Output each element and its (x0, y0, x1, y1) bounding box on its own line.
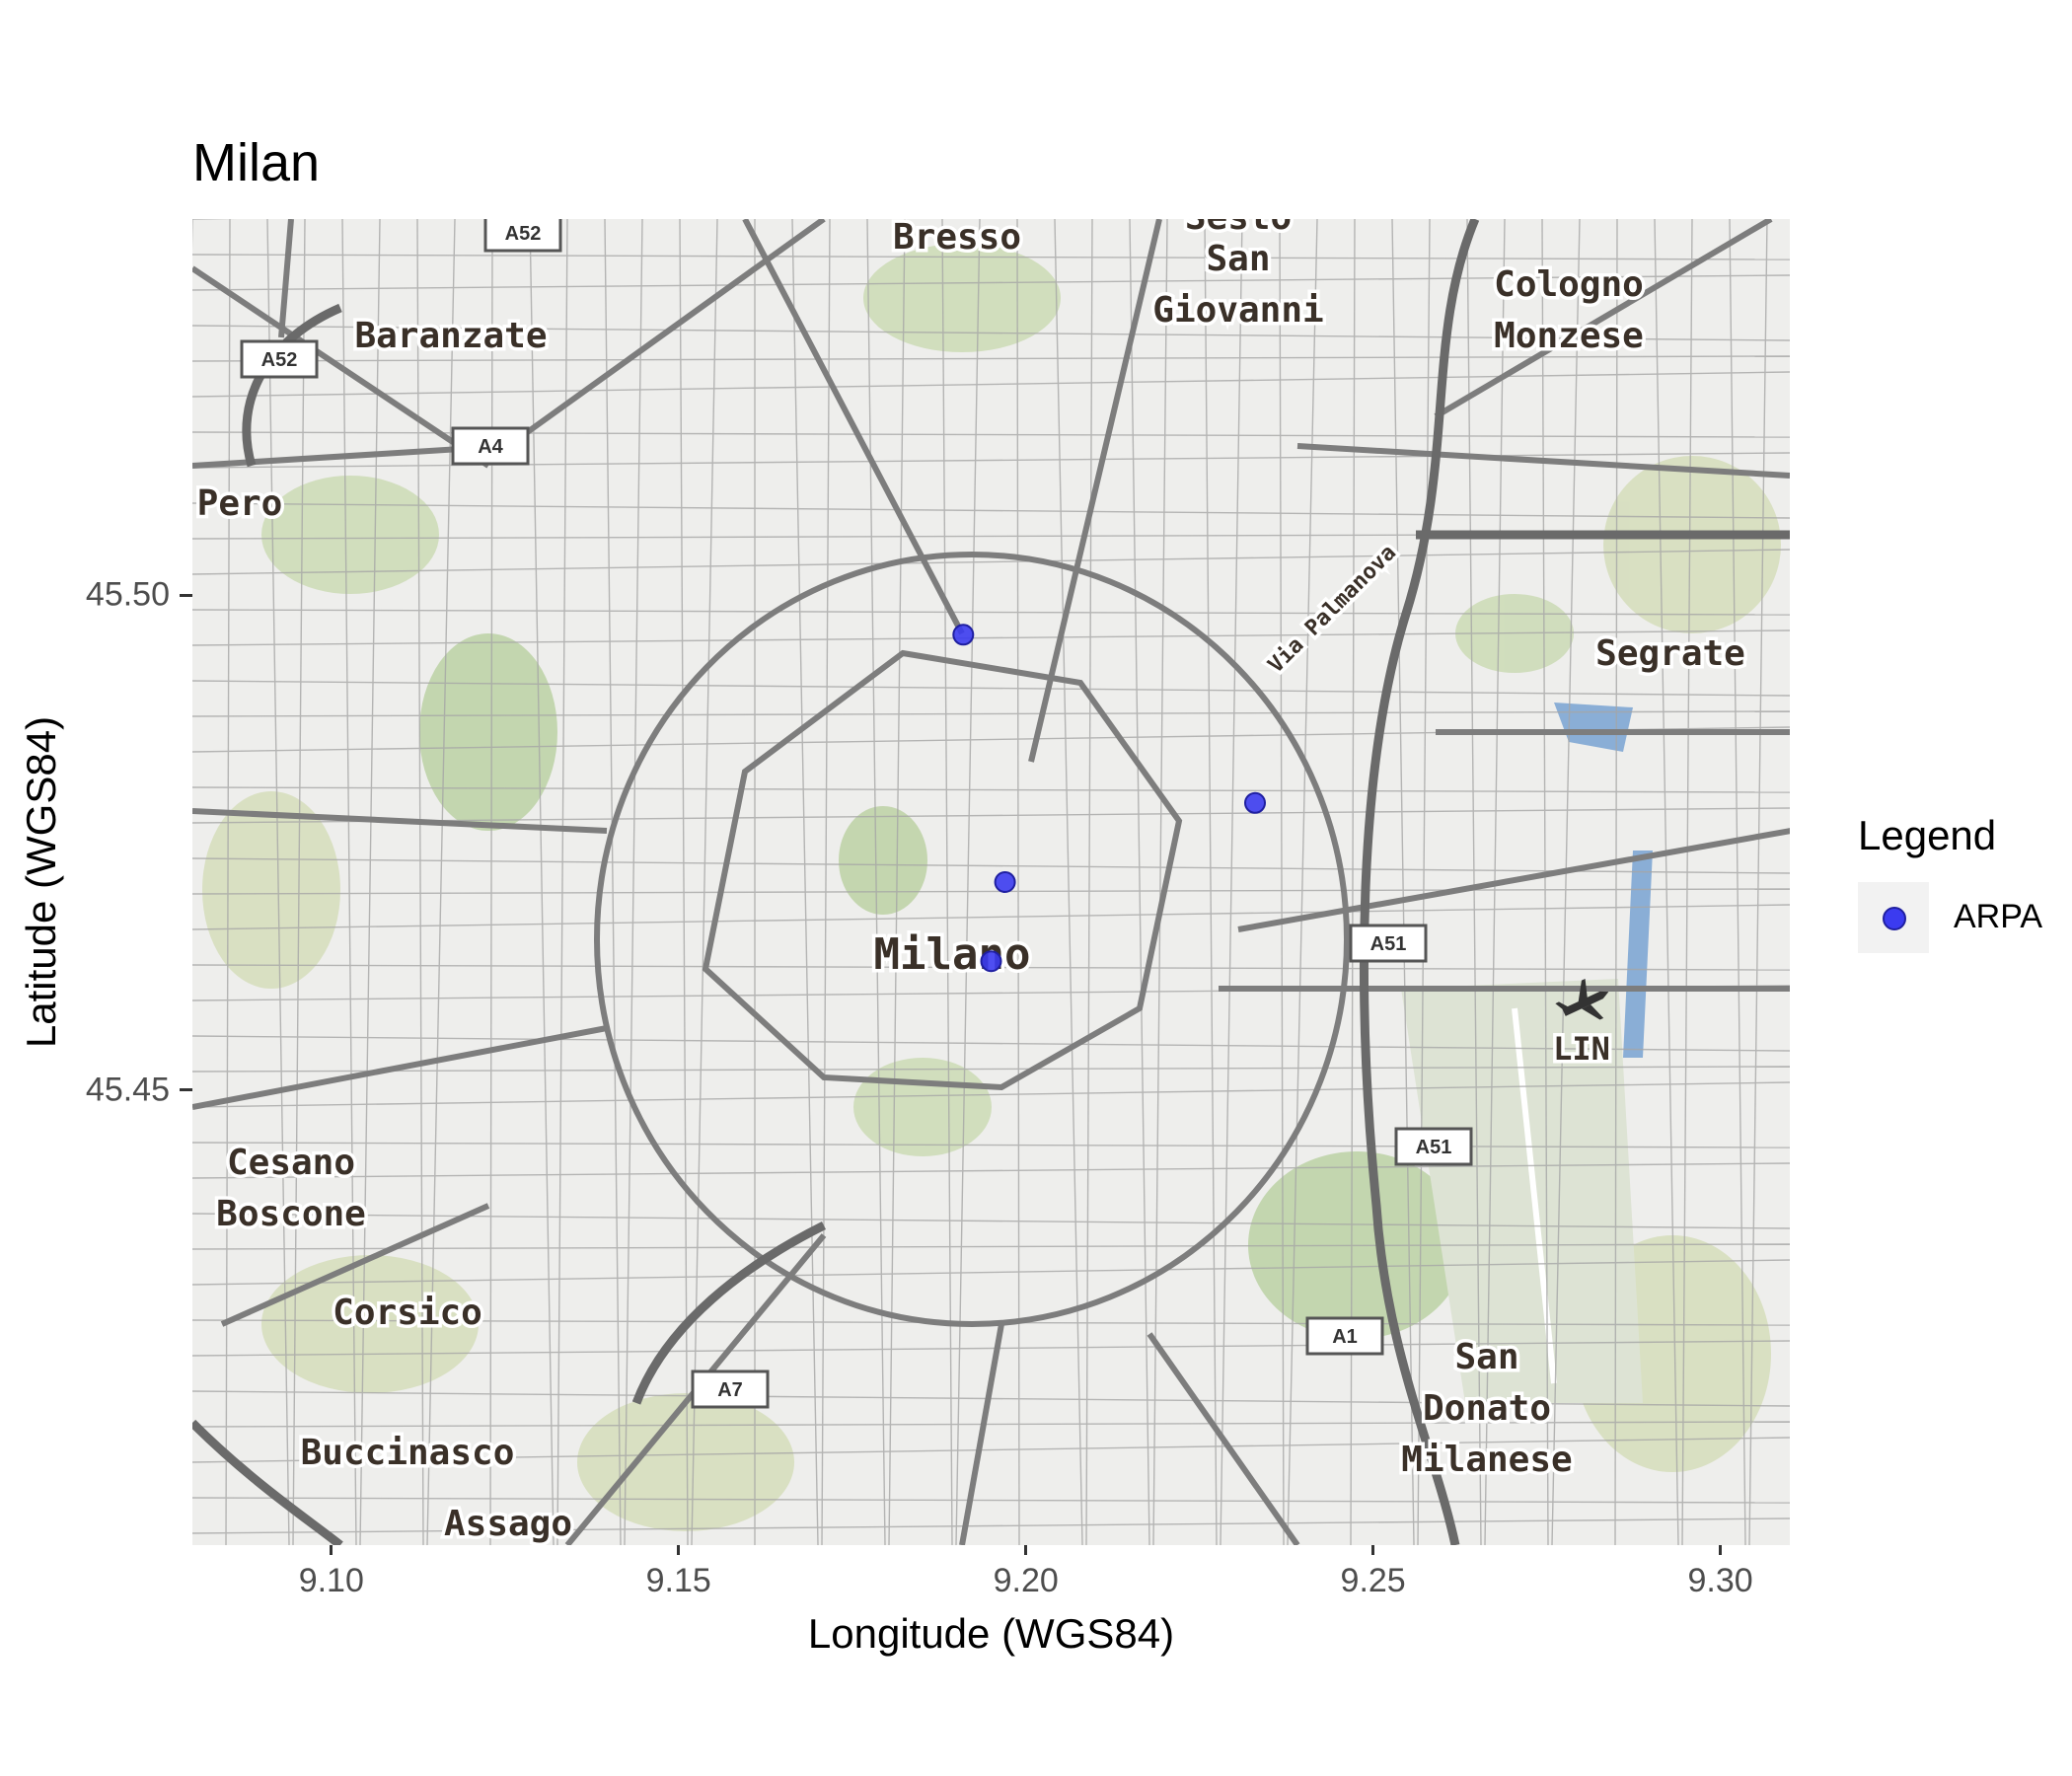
place-label: Segrate (1595, 633, 1745, 674)
road-shield: A52 (240, 339, 319, 379)
svg-text:A52: A52 (261, 349, 298, 371)
place-label: Cologno (1494, 264, 1644, 305)
arpa-station-point[interactable] (994, 871, 1016, 893)
x-axis-title: Longitude (WGS84) (807, 1610, 1175, 1657)
y-tick-label: 45.50 (85, 575, 170, 614)
place-label: Pero (197, 483, 283, 524)
y-tick-mark (180, 593, 192, 597)
x-tick-label: 9.30 (1687, 1562, 1753, 1599)
legend-marker-icon (1883, 907, 1906, 930)
y-tick-mark (180, 1088, 192, 1092)
place-label: Assago (444, 1504, 572, 1544)
svg-text:A1: A1 (1332, 1326, 1358, 1348)
x-tick-mark (1024, 1545, 1028, 1555)
legend-label: ARPA (1954, 898, 2043, 935)
x-tick-label: 9.25 (1340, 1562, 1406, 1599)
place-label: Buccinasco (301, 1433, 515, 1473)
arpa-station-point[interactable] (980, 950, 1002, 973)
place-label: San (1206, 239, 1270, 279)
place-label: Milanese (1401, 1440, 1572, 1480)
x-tick-mark (330, 1545, 333, 1555)
x-tick-mark (1371, 1545, 1375, 1555)
map-panel[interactable]: BressoSestoSanGiovanniColognoMonzeseBara… (192, 219, 1790, 1545)
road-shield: A52 (483, 219, 562, 253)
place-label: Via Palmanova (1264, 541, 1401, 678)
chart-title: Milan (192, 133, 321, 192)
place-label: Boscone (216, 1194, 366, 1234)
place-label: Donato (1423, 1388, 1551, 1429)
road-shield: A4 (451, 426, 530, 466)
x-tick-mark (1719, 1545, 1723, 1555)
x-tick-label: 9.20 (993, 1562, 1059, 1599)
svg-text:A51: A51 (1416, 1137, 1452, 1158)
y-axis-title: Latitude (WGS84) (18, 715, 64, 1049)
x-tick-label: 9.15 (645, 1562, 711, 1599)
place-label: Cesano (227, 1143, 355, 1183)
motorways (192, 219, 1790, 1545)
svg-text:A52: A52 (505, 223, 542, 245)
linate-airport (1401, 703, 1653, 1403)
legend-key (1858, 882, 1929, 953)
place-label: Giovanni (1152, 290, 1323, 331)
svg-text:A51: A51 (1370, 933, 1407, 955)
y-tick-label: 45.45 (85, 1071, 170, 1109)
legend-title: Legend (1858, 812, 1997, 858)
major-roads (192, 219, 1790, 1545)
place-label: Bresso (893, 219, 1021, 258)
x-tick-label: 9.10 (298, 1562, 364, 1599)
place-label: Sesto (1185, 219, 1292, 238)
basemap[interactable]: BressoSestoSanGiovanniColognoMonzeseBara… (192, 219, 1790, 1545)
place-labels: BressoSestoSanGiovanniColognoMonzeseBara… (193, 219, 1748, 1545)
place-label: Corsico (333, 1293, 482, 1333)
svg-text:A4: A4 (478, 436, 503, 458)
place-label: Monzese (1494, 316, 1644, 356)
arpa-station-point[interactable] (952, 624, 975, 646)
x-tick-mark (677, 1545, 681, 1555)
road-shield: A51 (1349, 924, 1428, 963)
arpa-station-point[interactable] (1244, 791, 1266, 814)
svg-text:A7: A7 (717, 1379, 743, 1401)
road-shield: A1 (1305, 1316, 1384, 1356)
place-label: San (1454, 1337, 1518, 1377)
road-shield: A51 (1394, 1127, 1473, 1166)
place-label: Baranzate (354, 316, 547, 356)
airplane-icon (1555, 978, 1609, 1020)
road-shields: A52 A52 A4 A51 A51 A1 A7 (240, 219, 1473, 1409)
place-label: Milano (874, 929, 1031, 980)
place-label: LIN (1553, 1030, 1610, 1068)
arpa-points[interactable] (952, 624, 1266, 973)
road-shield: A7 (691, 1369, 770, 1409)
